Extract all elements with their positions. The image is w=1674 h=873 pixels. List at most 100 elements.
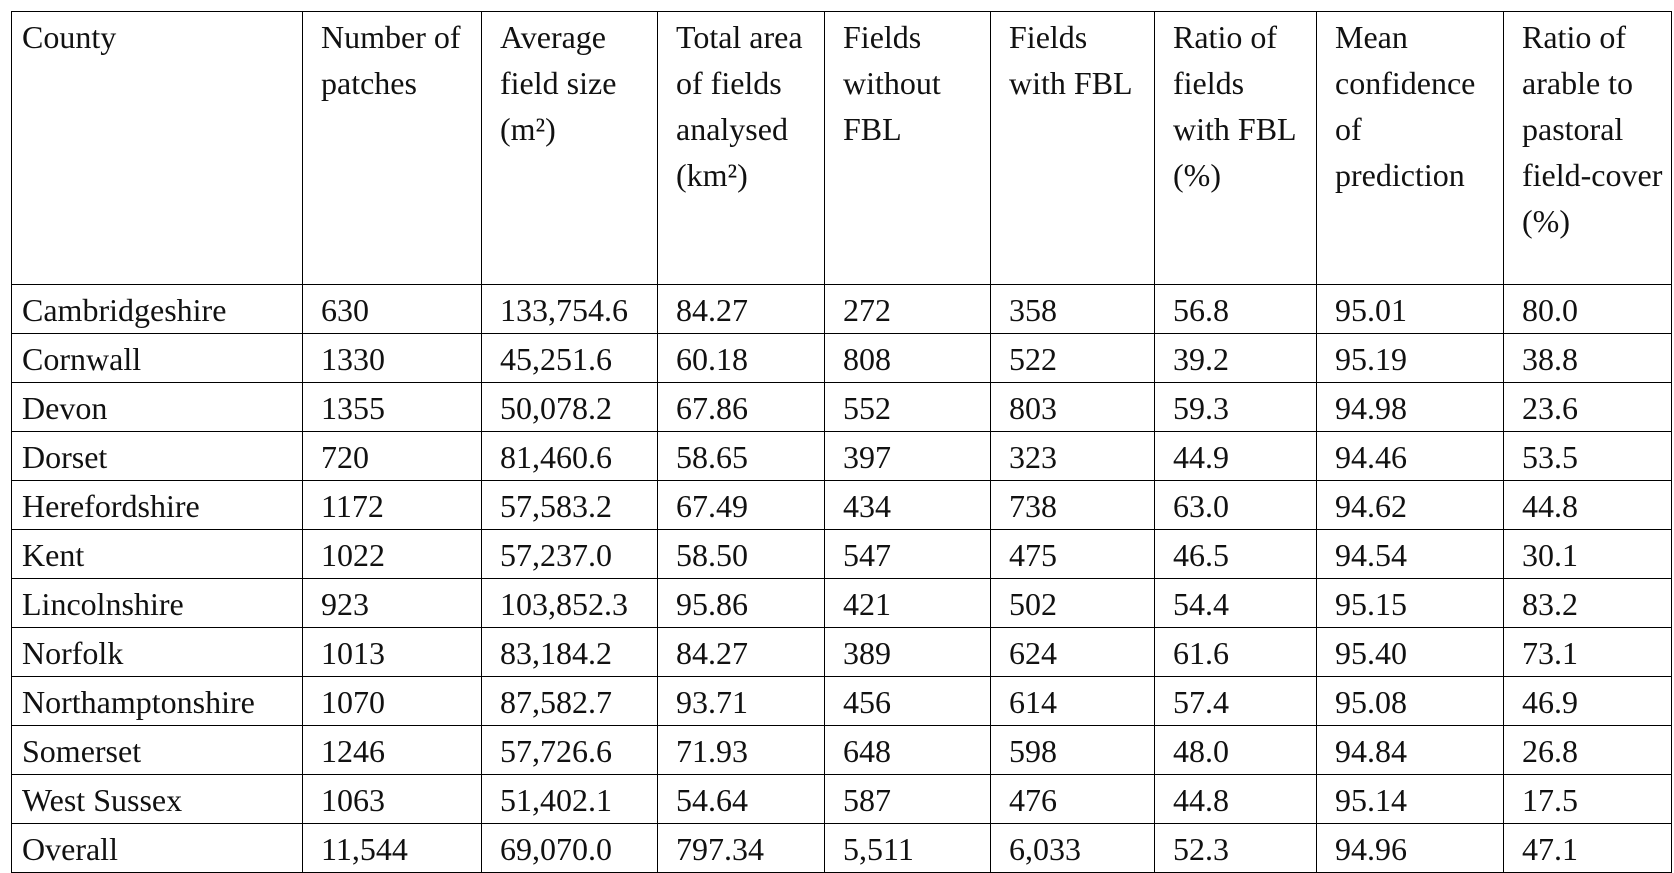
value-cell: 17.5 xyxy=(1503,774,1672,824)
value-cell: 598 xyxy=(990,725,1155,775)
value-cell: 397 xyxy=(824,431,991,481)
value-cell: 1172 xyxy=(302,480,482,530)
value-cell: 67.86 xyxy=(657,382,825,432)
value-cell: 54.64 xyxy=(657,774,825,824)
value-cell: 630 xyxy=(302,284,482,334)
value-cell: 94.62 xyxy=(1316,480,1504,530)
value-cell: 83,184.2 xyxy=(481,627,658,677)
county-cell: West Sussex xyxy=(11,774,303,824)
value-cell: 923 xyxy=(302,578,482,628)
value-cell: 57,726.6 xyxy=(481,725,658,775)
value-cell: 69,070.0 xyxy=(481,823,658,873)
header-cell: Average field size (m²) xyxy=(481,11,658,285)
table-row: Northamptonshire 1070 87,582.7 93.71 456 614 5… xyxy=(11,676,1672,726)
value-cell: 93.71 xyxy=(657,676,825,726)
value-cell: 476 xyxy=(990,774,1155,824)
data-table: County Number of patches Average field siz… xyxy=(11,11,1672,873)
value-cell: 1070 xyxy=(302,676,482,726)
county-cell: Herefordshire xyxy=(11,480,303,530)
county-cell: Overall xyxy=(11,823,303,873)
value-cell: 624 xyxy=(990,627,1155,677)
header-row: County Number of patches Average field siz… xyxy=(11,11,1672,285)
value-cell: 39.2 xyxy=(1154,333,1317,383)
value-cell: 57.4 xyxy=(1154,676,1317,726)
value-cell: 323 xyxy=(990,431,1155,481)
value-cell: 1355 xyxy=(302,382,482,432)
county-cell: Northamptonshire xyxy=(11,676,303,726)
value-cell: 52.3 xyxy=(1154,823,1317,873)
header-cell: Fields without FBL xyxy=(824,11,991,285)
value-cell: 60.18 xyxy=(657,333,825,383)
header-cell: Mean confidence of prediction xyxy=(1316,11,1504,285)
value-cell: 44.8 xyxy=(1154,774,1317,824)
value-cell: 738 xyxy=(990,480,1155,530)
value-cell: 434 xyxy=(824,480,991,530)
value-cell: 95.01 xyxy=(1316,284,1504,334)
value-cell: 103,852.3 xyxy=(481,578,658,628)
header-cell: Fields with FBL xyxy=(990,11,1155,285)
value-cell: 95.40 xyxy=(1316,627,1504,677)
value-cell: 133,754.6 xyxy=(481,284,658,334)
value-cell: 547 xyxy=(824,529,991,579)
value-cell: 73.1 xyxy=(1503,627,1672,677)
value-cell: 797.34 xyxy=(657,823,825,873)
value-cell: 50,078.2 xyxy=(481,382,658,432)
county-cell: Cambridgeshire xyxy=(11,284,303,334)
value-cell: 53.5 xyxy=(1503,431,1672,481)
county-cell: Norfolk xyxy=(11,627,303,677)
table-row: Somerset 1246 57,726.6 71.93 648 598 48.0 94.84… xyxy=(11,725,1672,775)
value-cell: 94.84 xyxy=(1316,725,1504,775)
county-cell: Cornwall xyxy=(11,333,303,383)
table-row: Norfolk 1013 83,184.2 84.27 389 624 61.6 95.40 7… xyxy=(11,627,1672,677)
county-cell: Devon xyxy=(11,382,303,432)
value-cell: 475 xyxy=(990,529,1155,579)
value-cell: 421 xyxy=(824,578,991,628)
value-cell: 71.93 xyxy=(657,725,825,775)
table-row: Cambridgeshire 630 133,754.6 84.27 272 358 56.… xyxy=(11,284,1672,334)
value-cell: 6,033 xyxy=(990,823,1155,873)
table-body: Cambridgeshire 630 133,754.6 84.27 272 358 56.… xyxy=(11,284,1672,873)
county-cell: Kent xyxy=(11,529,303,579)
value-cell: 80.0 xyxy=(1503,284,1672,334)
value-cell: 389 xyxy=(824,627,991,677)
table-row: West Sussex 1063 51,402.1 54.64 587 476 44.8 95… xyxy=(11,774,1672,824)
value-cell: 63.0 xyxy=(1154,480,1317,530)
value-cell: 1063 xyxy=(302,774,482,824)
value-cell: 803 xyxy=(990,382,1155,432)
value-cell: 67.49 xyxy=(657,480,825,530)
county-cell: Somerset xyxy=(11,725,303,775)
value-cell: 44.9 xyxy=(1154,431,1317,481)
value-cell: 95.15 xyxy=(1316,578,1504,628)
header-cell: Total area of fields analysed (km²) xyxy=(657,11,825,285)
value-cell: 46.5 xyxy=(1154,529,1317,579)
value-cell: 84.27 xyxy=(657,627,825,677)
value-cell: 46.9 xyxy=(1503,676,1672,726)
value-cell: 23.6 xyxy=(1503,382,1672,432)
value-cell: 48.0 xyxy=(1154,725,1317,775)
table-row: Herefordshire 1172 57,583.2 67.49 434 738 63.0… xyxy=(11,480,1672,530)
value-cell: 94.54 xyxy=(1316,529,1504,579)
value-cell: 95.14 xyxy=(1316,774,1504,824)
value-cell: 94.98 xyxy=(1316,382,1504,432)
value-cell: 47.1 xyxy=(1503,823,1672,873)
value-cell: 502 xyxy=(990,578,1155,628)
value-cell: 94.96 xyxy=(1316,823,1504,873)
value-cell: 58.50 xyxy=(657,529,825,579)
value-cell: 720 xyxy=(302,431,482,481)
value-cell: 56.8 xyxy=(1154,284,1317,334)
header-cell: Number of patches xyxy=(302,11,482,285)
value-cell: 272 xyxy=(824,284,991,334)
county-cell: Lincolnshire xyxy=(11,578,303,628)
value-cell: 95.19 xyxy=(1316,333,1504,383)
header-cell: Ratio of fields with FBL (%) xyxy=(1154,11,1317,285)
header-cell: County xyxy=(11,11,303,285)
table-row: Overall 11,544 69,070.0 797.34 5,511 6,033 52.… xyxy=(11,823,1672,873)
value-cell: 456 xyxy=(824,676,991,726)
value-cell: 648 xyxy=(824,725,991,775)
value-cell: 61.6 xyxy=(1154,627,1317,677)
value-cell: 44.8 xyxy=(1503,480,1672,530)
value-cell: 58.65 xyxy=(657,431,825,481)
value-cell: 87,582.7 xyxy=(481,676,658,726)
value-cell: 51,402.1 xyxy=(481,774,658,824)
value-cell: 358 xyxy=(990,284,1155,334)
